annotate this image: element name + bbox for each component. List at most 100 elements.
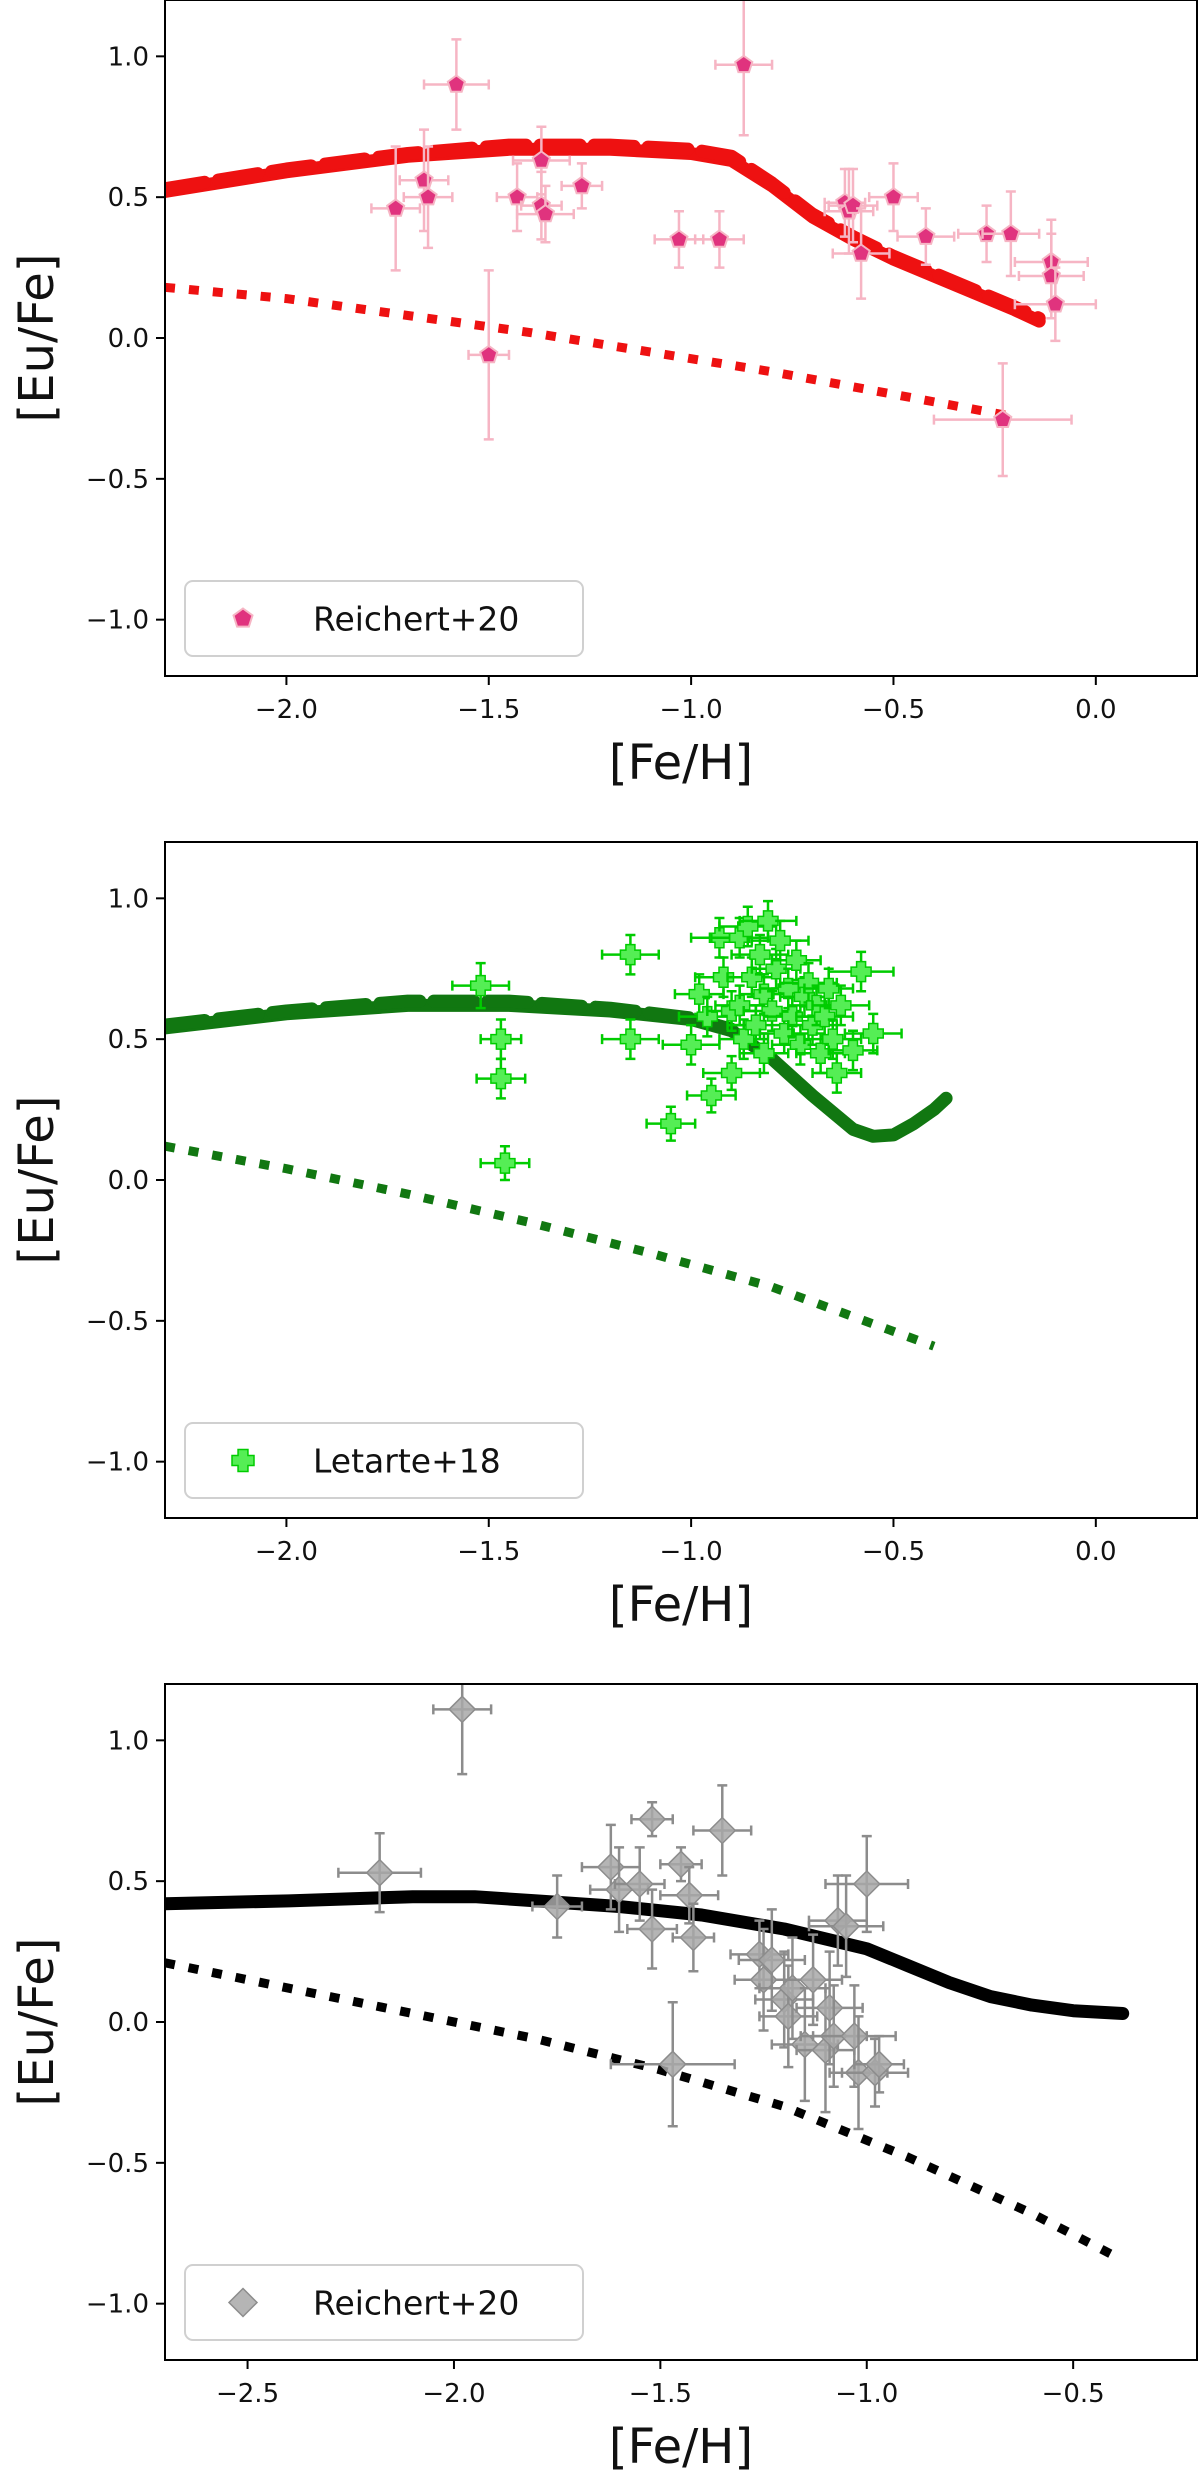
data-point	[619, 943, 642, 966]
legend-marker	[232, 607, 254, 628]
xtick-label: −1.0	[660, 1537, 723, 1567]
legend-box	[184, 1422, 584, 1499]
xtick-label: −1.0	[835, 2379, 898, 2409]
data-point	[469, 974, 492, 997]
data-point	[765, 958, 787, 980]
axes-frame	[164, 1683, 1198, 2361]
y-axis-label: [Eu/Fe]	[9, 1096, 65, 1265]
data-point	[666, 1850, 696, 1879]
model-line-solid	[165, 142, 1046, 328]
data-point	[769, 929, 791, 952]
data-point	[785, 949, 808, 972]
data-point	[757, 1945, 786, 1975]
xtick-label: 0.0	[1075, 695, 1116, 725]
data-point	[883, 186, 904, 206]
data-point	[531, 150, 552, 169]
data-point	[826, 1062, 848, 1084]
plot-area	[165, 1684, 1130, 2260]
plot-area	[165, 0, 1098, 478]
panel-top: 1.0 0.5 0.0 −0.5 −1.0 −2.0 −1.5 −1.0 −0.…	[9, 0, 1198, 791]
ytick-label: −0.5	[86, 465, 149, 495]
data-point	[850, 960, 872, 983]
xtick-label: −0.5	[862, 695, 925, 725]
data-point	[993, 409, 1013, 428]
legend-marker	[227, 2287, 259, 2318]
y-axis-label: [Eu/Fe]	[9, 254, 65, 423]
data-point	[418, 186, 438, 206]
data-point	[797, 972, 820, 994]
data-point	[862, 1022, 884, 1045]
ytick-label: −1.0	[86, 606, 149, 636]
data-point	[1045, 293, 1066, 313]
x-axis-label: [Fe/H]	[609, 1577, 753, 1633]
xtick-label: 0.0	[1075, 1537, 1116, 1567]
legend-box	[184, 2264, 584, 2341]
data-point	[830, 994, 852, 1017]
model-line-dotted	[165, 1141, 936, 1351]
ytick-label: −1.0	[86, 1448, 149, 1478]
data-point	[479, 344, 499, 364]
model-line-dashed	[165, 994, 739, 1036]
data-point	[916, 226, 936, 245]
data-point	[865, 2050, 894, 2079]
data-point	[619, 1028, 642, 1050]
model-line-solid	[165, 1890, 1130, 2020]
xtick-label: −2.5	[216, 2379, 279, 2409]
data-point	[543, 1892, 572, 1921]
data-point	[813, 1005, 836, 1028]
ytick-label: 0.5	[108, 183, 149, 213]
legend-box	[184, 580, 584, 657]
ytick-label: 1.0	[108, 1726, 149, 1756]
xtick-label: −2.0	[255, 1537, 318, 1567]
data-point	[1001, 223, 1021, 243]
data-point	[842, 1039, 864, 1062]
data-point	[817, 977, 840, 1000]
xtick-label: −2.0	[255, 695, 318, 725]
data-point	[660, 1112, 682, 1135]
y-axis-label: [Eu/Fe]	[9, 1938, 65, 2107]
xtick-label: −1.5	[629, 2379, 692, 2409]
xtick-label: −0.5	[1042, 2379, 1105, 2409]
data-point	[638, 1914, 667, 1944]
data-point	[669, 229, 689, 248]
data-point	[535, 203, 556, 223]
legend-label: Reichert+20	[313, 2284, 519, 2323]
model-line-dotted	[165, 282, 1016, 422]
ytick-label: −0.5	[86, 1307, 149, 1337]
xtick-label: −1.0	[660, 695, 723, 725]
data-point	[448, 1695, 477, 1724]
data-point	[708, 1816, 737, 1845]
data-point	[414, 170, 434, 189]
data-point	[680, 1034, 702, 1056]
data-point	[741, 966, 763, 988]
data-point	[749, 943, 771, 966]
plot-area	[165, 899, 953, 1351]
xtick-label: −1.5	[457, 695, 520, 725]
data-point	[734, 54, 754, 74]
data-point	[815, 1993, 844, 2022]
data-point	[732, 1028, 755, 1050]
data-point	[709, 229, 730, 248]
data-point	[490, 1028, 512, 1050]
data-point	[851, 243, 871, 262]
ytick-label: 1.0	[108, 884, 149, 914]
data-point	[446, 74, 467, 93]
ytick-label: −1.0	[86, 2290, 149, 2320]
data-point	[658, 2050, 687, 2079]
data-point	[852, 1869, 881, 1899]
model-line-dashed	[165, 138, 1046, 325]
data-point	[757, 910, 779, 932]
data-point	[688, 983, 710, 1005]
data-point	[832, 1912, 861, 1941]
data-point	[761, 1000, 783, 1022]
data-point	[753, 1042, 775, 1064]
xtick-label: −0.5	[862, 1537, 925, 1567]
data-point	[507, 186, 527, 206]
data-point	[799, 1965, 828, 1994]
data-point	[625, 1869, 654, 1899]
ytick-label: 0.5	[108, 1867, 149, 1897]
axes-frame	[164, 0, 1198, 677]
x-axis-label: [Fe/H]	[609, 735, 753, 791]
data-point	[700, 1084, 723, 1107]
